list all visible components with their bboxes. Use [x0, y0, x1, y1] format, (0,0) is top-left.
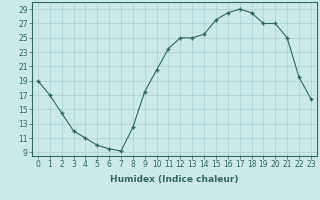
X-axis label: Humidex (Indice chaleur): Humidex (Indice chaleur) [110, 175, 239, 184]
